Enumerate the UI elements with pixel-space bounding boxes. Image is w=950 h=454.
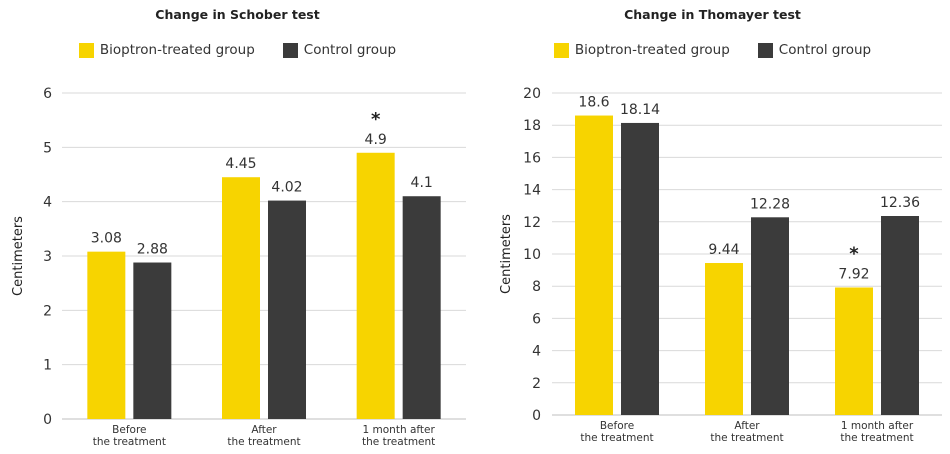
data-label: 12.36 [880,195,920,211]
data-label: 2.88 [137,242,168,258]
y-tick-label: 4 [532,344,541,360]
legend-label-treated: Bioptron-treated group [99,42,255,58]
x-tick-label: After the treatment [710,420,783,444]
x-tick-label-line: 1 month after [841,420,914,432]
legend-item-treated: Bioptron-treated group [78,42,255,58]
x-tick-label: Before the treatment [580,420,653,444]
thomayer-chart-panel: Change in Thomayer test Bioptron-treated… [475,0,950,454]
thomayer-bar-chart: 0 2 4 6 8 10 12 14 16 18 20 Centimeters 18.6 18.14 Bef… [499,86,942,444]
y-tick-label: 5 [43,140,52,156]
x-tick-label-line: 1 month after [363,424,436,436]
x-tick-label: After the treatment [227,424,300,448]
data-label: 4.02 [271,180,302,196]
y-tick-label: 0 [532,408,541,424]
legend-item-treated: Bioptron-treated group [553,42,730,58]
bar-treated [87,251,126,419]
bar-control [751,217,789,415]
legend-item-control: Control group [757,42,872,58]
x-tick-label-line: the treatment [93,436,166,448]
x-tick-label-line: After [734,420,760,432]
legend-label-control: Control group [303,42,397,58]
x-tick-label-line: Before [600,420,634,432]
y-tick-label: 6 [532,311,541,327]
data-label: 3.08 [91,231,122,247]
data-label: 18.6 [578,95,609,111]
y-tick-label: 12 [523,215,541,231]
y-axis-label: Centimeters [499,214,514,294]
y-tick-label: 3 [43,249,52,265]
x-tick-label-line: the treatment [227,436,300,448]
y-axis-label: Centimeters [11,216,26,296]
y-tick-label: 1 [43,358,52,374]
y-tick-label: 2 [43,303,52,319]
bar-treated [575,115,613,415]
x-tick-label: 1 month after the treatment [362,424,435,448]
y-tick-label: 18 [523,118,541,134]
y-tick-label: 14 [523,183,541,199]
data-label: 7.92 [838,266,869,282]
legend-swatch-treated [78,42,94,58]
legend-swatch-treated [553,42,569,58]
bar-treated [222,177,260,419]
legend-swatch-control [757,42,773,58]
legend-label-treated: Bioptron-treated group [574,42,730,58]
chart-title: Change in Thomayer test [624,7,801,22]
x-tick-label: Before the treatment [93,424,166,448]
y-tick-label: 8 [532,279,541,295]
data-label: 18.14 [620,102,660,118]
x-tick-label: 1 month after the treatment [840,420,913,444]
data-label: 4.9 [365,132,387,148]
data-label: 12.28 [750,196,790,212]
y-tick-label: 2 [532,376,541,392]
y-tick-label: 20 [523,86,541,102]
x-tick-label-line: Before [112,424,146,436]
data-label: 9.44 [708,242,739,258]
chart-legend: Bioptron-treated group Control group [0,42,475,58]
y-tick-label: 10 [523,247,541,263]
data-label: 4.1 [411,175,433,191]
chart-title: Change in Schober test [155,7,320,22]
bar-control [881,216,919,415]
bar-control [621,122,659,416]
x-tick-label-line: the treatment [840,432,913,444]
x-tick-label-line: After [251,424,277,436]
bar-treated [835,287,873,415]
significance-star: * [849,243,859,264]
chart-legend: Bioptron-treated group Control group [475,42,950,58]
bar-control [268,200,306,419]
bar-treated [705,263,743,415]
data-label: 4.45 [225,156,256,172]
x-tick-label-line: the treatment [580,432,653,444]
bar-control [133,262,172,419]
schober-chart-panel: Change in Schober test Bioptron-treated … [0,7,475,448]
y-tick-label: 6 [43,86,52,102]
x-tick-label-line: the treatment [362,436,435,448]
y-tick-label: 0 [43,412,52,428]
bar-treated [356,152,395,419]
y-tick-label: 4 [43,195,52,211]
x-tick-label-line: the treatment [710,432,783,444]
y-tick-label: 16 [523,150,541,166]
bar-control [402,196,441,419]
legend-label-control: Control group [778,42,872,58]
legend-item-control: Control group [282,42,397,58]
legend-swatch-control [282,42,298,58]
significance-star: * [371,109,381,130]
